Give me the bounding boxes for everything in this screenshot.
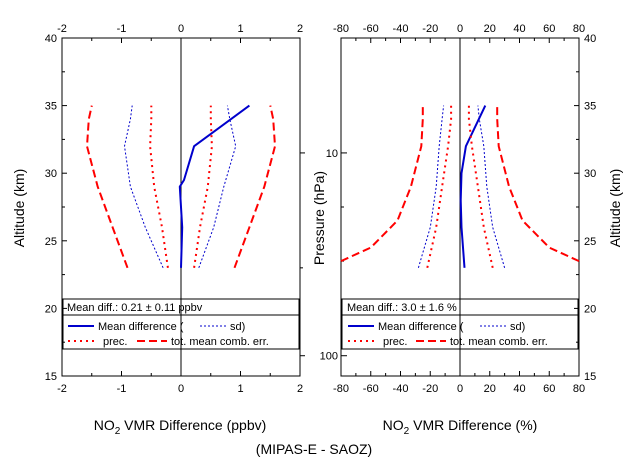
x-tick-label-top: -20 bbox=[422, 23, 438, 35]
x-tick-label-top: 20 bbox=[484, 23, 496, 35]
series-sd-plus bbox=[477, 105, 506, 268]
left-x-axis-label: NO2 VMR Difference (ppbv) bbox=[94, 417, 267, 437]
left-legend-prec-label: prec. bbox=[103, 336, 127, 348]
left-series bbox=[86, 104, 276, 269]
x-tick-label-top: -40 bbox=[393, 23, 409, 35]
left-legend-box bbox=[62, 298, 300, 350]
series-sd-plus bbox=[198, 105, 237, 268]
x-tick-label-bottom: 60 bbox=[543, 383, 555, 395]
left-bottom-ticks: -2 -1 0 1 2 bbox=[57, 371, 303, 395]
series-prec-minus bbox=[149, 105, 169, 268]
x-tick-label-top: -1 bbox=[117, 23, 127, 35]
x-tick-label-top: 0 bbox=[457, 23, 463, 35]
x-tick-label-bottom: 0 bbox=[178, 383, 184, 395]
series-mean bbox=[178, 104, 250, 268]
panel-left: -2 -1 0 1 2 -2 -1 0 1 2 15 20 25 30 35 40 Mean diff.:… bbox=[11, 23, 305, 437]
x-tick-label-top: -60 bbox=[363, 23, 379, 35]
y-tick-label: 35 bbox=[584, 101, 596, 113]
x-tick-label-bottom: -1 bbox=[117, 383, 127, 395]
series-err-plus bbox=[496, 105, 580, 263]
left-legend-mean-label: Mean difference ( bbox=[98, 321, 184, 333]
series-sd-minus bbox=[417, 105, 445, 268]
y-tick-label: 30 bbox=[45, 168, 57, 180]
right-legend-sd-label: sd) bbox=[510, 321, 525, 333]
y-tick-label: 40 bbox=[584, 33, 596, 45]
series-mean bbox=[459, 105, 487, 268]
panel-right: -80 -60 -40 -20 0 20 40 60 80 -80 -60 -40 -20 0 20 40 6… bbox=[311, 23, 623, 437]
right-top-ticks: -80 -60 -40 -20 0 20 40 60 80 bbox=[333, 23, 585, 43]
left-right-minor-ticks bbox=[300, 152, 305, 357]
x-tick-label-top: 1 bbox=[237, 23, 243, 35]
series-err-plus bbox=[233, 105, 276, 269]
series-prec-plus bbox=[467, 105, 494, 269]
y-tick-label: 15 bbox=[584, 371, 596, 383]
x-tick-label-bottom: -2 bbox=[57, 383, 67, 395]
x-tick-label-top: 2 bbox=[297, 23, 303, 35]
right-legend-prec-label: prec. bbox=[383, 336, 407, 348]
x-tick-label-bottom: 20 bbox=[484, 383, 496, 395]
x-tick-label-top: -80 bbox=[333, 23, 349, 35]
x-tick-label-top: 80 bbox=[573, 23, 585, 35]
y-tick-label: 25 bbox=[584, 236, 596, 248]
pressure-tick-label: 100 bbox=[320, 351, 338, 363]
right-x-axis-label: NO2 VMR Difference (%) bbox=[383, 417, 538, 437]
x-tick-label-bottom: 80 bbox=[573, 383, 585, 395]
left-top-ticks: -2 -1 0 1 2 bbox=[57, 23, 303, 43]
x-tick-label-top: 60 bbox=[543, 23, 555, 35]
x-tick-label-bottom: -80 bbox=[333, 383, 349, 395]
x-tick-label-bottom: -40 bbox=[393, 383, 409, 395]
left-y-axis-label: Altitude (km) bbox=[11, 169, 27, 248]
left-legend: Mean diff.: 0.21 ± 0.11 ppbv Mean differ… bbox=[62, 298, 300, 350]
right-pressure-ticks: 10 100 bbox=[320, 148, 347, 363]
right-legend-mean-label: Mean difference ( bbox=[378, 321, 464, 333]
series-err-minus bbox=[86, 105, 129, 269]
x-tick-label-bottom: 0 bbox=[457, 383, 463, 395]
x-tick-label-bottom: 2 bbox=[297, 383, 303, 395]
series-prec-minus bbox=[426, 105, 453, 269]
y-tick-label: 15 bbox=[45, 371, 57, 383]
pressure-axis-label: Pressure (hPa) bbox=[311, 171, 327, 265]
y-tick-label: 20 bbox=[45, 303, 57, 315]
x-tick-label-top: 40 bbox=[513, 23, 525, 35]
left-legend-sd-label: sd) bbox=[230, 321, 245, 333]
x-tick-label-bottom: -60 bbox=[363, 383, 379, 395]
comparison-footer-label: (MIPAS-E - SAOZ) bbox=[256, 441, 372, 457]
series-prec-plus bbox=[193, 105, 213, 268]
right-legend-box bbox=[341, 298, 579, 350]
right-legend-err-label: tot. mean comb. err. bbox=[450, 336, 548, 348]
right-series bbox=[340, 105, 580, 269]
y-tick-label: 20 bbox=[584, 303, 596, 315]
left-legend-err-label: tot. mean comb. err. bbox=[171, 336, 269, 348]
right-y-ticks: 15 20 25 30 35 40 bbox=[574, 33, 596, 383]
y-tick-label: 30 bbox=[584, 168, 596, 180]
x-tick-label-top: 0 bbox=[178, 23, 184, 35]
series-err-minus bbox=[340, 105, 424, 263]
right-y-axis-label: Altitude (km) bbox=[607, 169, 623, 248]
pressure-tick-label: 10 bbox=[326, 148, 338, 160]
y-tick-label: 35 bbox=[45, 101, 57, 113]
right-legend: Mean diff.: 3.0 ± 1.6 % Mean difference … bbox=[341, 298, 579, 350]
x-tick-label-bottom: 1 bbox=[237, 383, 243, 395]
right-legend-header: Mean diff.: 3.0 ± 1.6 % bbox=[347, 302, 457, 314]
x-tick-label-top: -2 bbox=[57, 23, 67, 35]
y-tick-label: 40 bbox=[45, 33, 57, 45]
x-tick-label-bottom: -20 bbox=[422, 383, 438, 395]
series-sd-minus bbox=[124, 105, 164, 269]
left-y-ticks: 15 20 25 30 35 40 bbox=[45, 33, 67, 383]
right-bottom-ticks: -80 -60 -40 -20 0 20 40 60 80 bbox=[333, 371, 585, 395]
left-legend-header: Mean diff.: 0.21 ± 0.11 ppbv bbox=[67, 302, 203, 314]
x-tick-label-bottom: 40 bbox=[513, 383, 525, 395]
y-tick-label: 25 bbox=[45, 236, 57, 248]
